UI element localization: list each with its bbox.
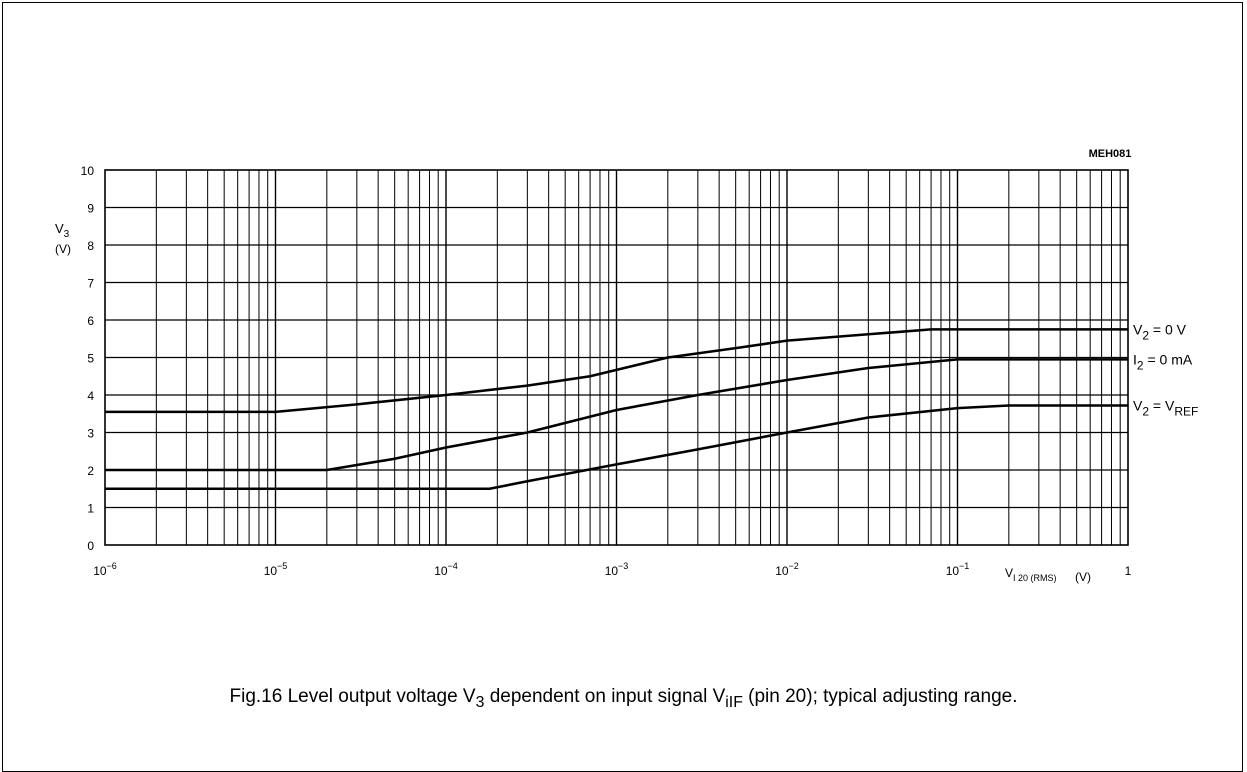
caption-vi-subscript: iIF — [725, 693, 743, 711]
chart-grid — [104, 169, 1129, 546]
caption-v-subscript: 3 — [475, 693, 485, 711]
x-axis-symbol: V — [1005, 566, 1013, 580]
y-tick-label: 3 — [87, 427, 94, 441]
chart-tick-labels: 0 1 2 3 4 5 6 7 8 9 10 10−6 10−5 10−4 10−3 10−2 10−1 1 — [81, 164, 1132, 578]
x-axis-subscript: I 20 (RMS) — [1013, 573, 1057, 583]
y-axis-unit: (V) — [55, 242, 71, 256]
y-tick-label: 8 — [87, 239, 94, 253]
x-tick-label: 10−3 — [605, 561, 629, 578]
y-tick-label: 1 — [87, 502, 94, 516]
svg-text:VI 20 (RMS): VI 20 (RMS) — [1005, 566, 1057, 583]
series-line-0 — [105, 328, 1128, 414]
chart-series-labels: V2 = 0 V I2 = 0 mA V2 = VREF — [1133, 321, 1198, 418]
y-tick-label: 7 — [87, 277, 94, 291]
caption-suffix: (pin 20); typical adjusting range. — [742, 686, 1018, 707]
y-tick-label: 5 — [87, 352, 94, 366]
y-tick-label: 0 — [87, 539, 94, 553]
figure-caption: Fig.16 Level output voltage V3 dependent… — [0, 686, 1247, 712]
y-tick-label: 10 — [81, 164, 95, 178]
y-axis-subscript: 3 — [64, 229, 70, 240]
x-tick-label: 10−4 — [434, 561, 458, 578]
caption-prefix: Fig.16 Level output voltage V — [229, 686, 476, 707]
x-axis-unit: (V) — [1075, 570, 1091, 584]
series-label-2: V2 = VREF — [1133, 398, 1198, 419]
x-tick-label: 10−2 — [775, 561, 799, 578]
chart-curves — [105, 328, 1128, 491]
series-line-2 — [105, 404, 1128, 491]
y-tick-label: 2 — [87, 464, 94, 478]
x-tick-label: 1 — [1125, 564, 1132, 578]
series-label-0: V2 = 0 V — [1133, 321, 1187, 342]
series-label-1: I2 = 0 mA — [1133, 351, 1193, 372]
x-tick-label: 10−5 — [264, 561, 288, 578]
y-tick-label: 4 — [87, 389, 94, 403]
caption-middle: dependent on input signal V — [484, 686, 726, 707]
figure-id: MEH081 — [1089, 148, 1132, 160]
svg-text:V3: V3 — [55, 221, 70, 240]
y-axis-symbol: V — [55, 221, 64, 236]
x-axis-title: VI 20 (RMS) (V) — [1005, 566, 1091, 584]
series-line-1 — [105, 358, 1128, 472]
y-tick-label: 9 — [87, 202, 94, 216]
y-tick-label: 6 — [87, 314, 94, 328]
y-axis-title: V3 (V) — [55, 221, 71, 256]
x-tick-label: 10−6 — [93, 561, 117, 578]
x-tick-label: 10−1 — [946, 561, 970, 578]
